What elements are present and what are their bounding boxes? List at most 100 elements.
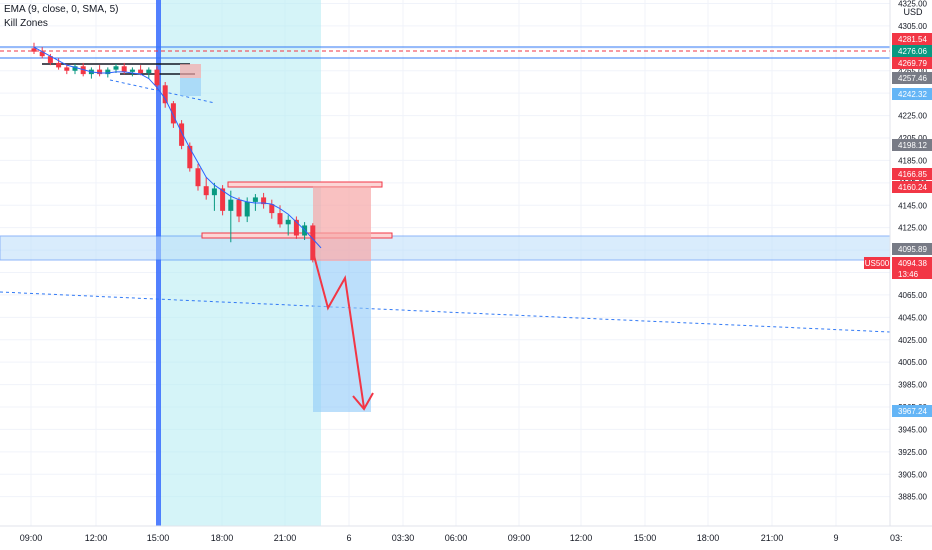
price-label-badge <box>892 405 932 417</box>
price-label-badge <box>892 72 932 84</box>
session-vertical-line[interactable] <box>156 0 161 526</box>
price-label-badge <box>892 45 932 57</box>
price-label-text: 3967.24 <box>898 407 927 416</box>
indicator-killzones-label[interactable]: Kill Zones <box>4 18 48 29</box>
candle-body[interactable] <box>195 168 201 187</box>
price-tick-label: 4025.00 <box>898 336 927 345</box>
candle-body[interactable] <box>129 69 135 72</box>
price-tick-label: 4045.00 <box>898 313 927 322</box>
support-zone[interactable] <box>0 235 891 261</box>
price-tick-label: 3905.00 <box>898 470 927 479</box>
price-tick-label: 4185.00 <box>898 156 927 165</box>
candle-body[interactable] <box>39 51 45 57</box>
candle-body[interactable] <box>162 85 168 104</box>
price-tick-label: 4225.00 <box>898 112 927 121</box>
time-tick-label: 03: <box>890 533 903 543</box>
time-tick-label: 03:30 <box>392 533 415 543</box>
candle-body[interactable] <box>310 225 316 261</box>
price-label-badge <box>892 181 932 193</box>
price-label-badge <box>892 57 932 69</box>
price-tick-label: 3985.00 <box>898 381 927 390</box>
candle-body[interactable] <box>269 204 275 214</box>
candle-body[interactable] <box>244 201 250 217</box>
price-axis-labels[interactable]: 4281.54 4276.06 4269.79 4257.46 4242.32 4198.… <box>892 33 932 417</box>
short-position-stop-zone[interactable] <box>313 186 371 261</box>
price-tick-label: 4065.00 <box>898 291 927 300</box>
price-tick-label: 4005.00 <box>898 358 927 367</box>
ema-line[interactable] <box>33 46 322 249</box>
grid-lines <box>0 0 890 526</box>
price-label-text: 4242.32 <box>898 90 927 99</box>
currency-label[interactable]: USD <box>903 7 923 17</box>
price-label-badge <box>892 33 932 45</box>
price-label-text: 4094.38 <box>898 259 927 268</box>
time-tick-label: 18:00 <box>697 533 720 543</box>
candle-body[interactable] <box>121 66 127 72</box>
indicator-ema-label[interactable]: EMA (9, close, 0, SMA, 5) <box>4 4 119 15</box>
time-tick-label: 09:00 <box>20 533 43 543</box>
order-block-small-blue[interactable] <box>180 78 201 96</box>
candle-body[interactable] <box>236 199 242 217</box>
candle-body[interactable] <box>261 197 267 205</box>
price-label-text: 4095.89 <box>898 245 927 254</box>
time-tick-label: 21:00 <box>274 533 297 543</box>
price-tick-label: 4325.00 <box>898 0 927 9</box>
candle-body[interactable] <box>80 66 86 75</box>
candle-body[interactable] <box>146 69 152 73</box>
order-block-small[interactable] <box>180 64 201 78</box>
candle-body[interactable] <box>187 145 193 169</box>
order-block-upper[interactable] <box>227 181 383 188</box>
candle-body[interactable] <box>97 69 103 75</box>
candle-body[interactable] <box>277 213 283 225</box>
price-label-badge <box>892 243 932 255</box>
price-label-text: 4160.24 <box>898 183 927 192</box>
price-tick-label: 4305.00 <box>898 22 927 31</box>
candle-body[interactable] <box>56 62 62 68</box>
candle-body[interactable] <box>113 66 119 70</box>
time-tick-label: 9 <box>833 533 838 543</box>
candle-body[interactable] <box>170 103 176 124</box>
candle-body[interactable] <box>293 219 299 236</box>
price-label-text: 4281.54 <box>898 35 927 44</box>
time-tick-label: 18:00 <box>211 533 234 543</box>
candle-body[interactable] <box>211 188 217 196</box>
price-tick-label: 3885.00 <box>898 493 927 502</box>
candle-body[interactable] <box>203 186 209 196</box>
projection-arrow-head <box>352 392 374 411</box>
price-label-text: 4198.12 <box>898 141 927 150</box>
price-tick-label: 3925.00 <box>898 448 927 457</box>
time-tick-label: 06:00 <box>445 533 468 543</box>
indicator-legend: EMA (9, close, 0, SMA, 5) Kill Zones <box>4 3 118 31</box>
price-label-text: 4166.85 <box>898 170 927 179</box>
time-axis-ticks[interactable]: 09:00 12:00 15:00 18:00 21:00 6 03:30 06:00 09:0… <box>20 533 903 543</box>
candle-body[interactable] <box>64 67 70 71</box>
candle-body[interactable] <box>31 48 37 52</box>
projection-arrow-path[interactable] <box>312 251 365 409</box>
candle-body[interactable] <box>105 69 111 75</box>
countdown-label: 13:46 <box>898 270 919 279</box>
price-tick-label: 4265.00 <box>898 67 927 76</box>
price-tick-label: 4125.00 <box>898 224 927 233</box>
candle-body[interactable] <box>154 69 160 86</box>
price-label-text: 4257.46 <box>898 74 927 83</box>
time-tick-label: 15:00 <box>147 533 170 543</box>
price-label-badge <box>892 139 932 151</box>
candle-body[interactable] <box>72 66 78 71</box>
price-label-badge <box>892 168 932 180</box>
price-tick-label: 4145.00 <box>898 201 927 210</box>
candle-body[interactable] <box>228 199 234 211</box>
candle-body[interactable] <box>47 56 53 63</box>
price-tick-label: 4205.00 <box>898 134 927 143</box>
price-label-text: 4276.06 <box>898 47 927 56</box>
candle-body[interactable] <box>285 219 291 225</box>
time-tick-label: 6 <box>346 533 351 543</box>
candle-body[interactable] <box>138 69 144 73</box>
countdown-badge <box>892 268 932 279</box>
price-label-text: 4269.79 <box>898 59 927 68</box>
candle-body[interactable] <box>220 188 226 211</box>
symbol-badge <box>864 257 890 269</box>
trendline-dashed-long[interactable] <box>0 291 891 333</box>
candle-body[interactable] <box>252 197 258 202</box>
candle-body[interactable] <box>179 123 185 146</box>
